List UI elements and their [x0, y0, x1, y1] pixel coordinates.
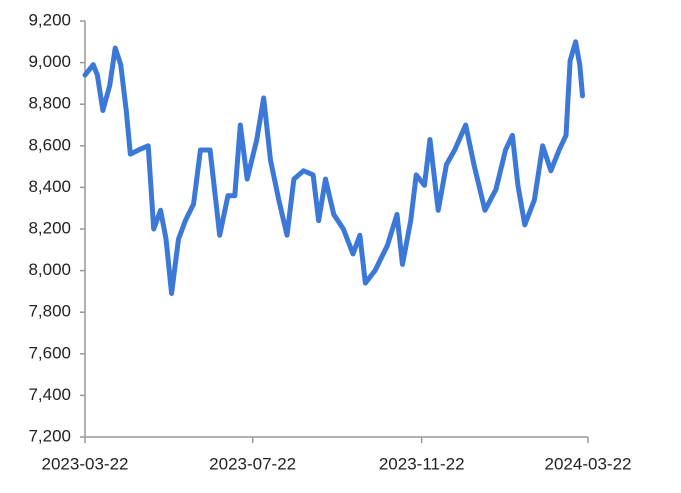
data-line — [82, 39, 585, 296]
y-tick-label: 8,800 — [28, 94, 71, 113]
y-tick-label: 7,200 — [28, 426, 71, 445]
x-tick-label: 2023-07-22 — [209, 454, 296, 473]
y-tick-label: 8,400 — [28, 177, 71, 196]
y-tick-label: 7,800 — [28, 302, 71, 321]
y-tick-label: 8,200 — [28, 218, 71, 237]
x-tick-label: 2023-03-22 — [42, 454, 129, 473]
x-tick-label: 2024-03-22 — [545, 454, 632, 473]
y-tick-label: 8,600 — [28, 135, 71, 154]
y-tick-label: 7,600 — [28, 343, 71, 362]
y-tick-label: 9,200 — [28, 10, 71, 29]
y-tick-label: 9,000 — [28, 52, 71, 71]
y-tick-label: 7,400 — [28, 385, 71, 404]
y-tick-label: 8,000 — [28, 260, 71, 279]
x-tick-label: 2023-11-22 — [379, 454, 465, 473]
